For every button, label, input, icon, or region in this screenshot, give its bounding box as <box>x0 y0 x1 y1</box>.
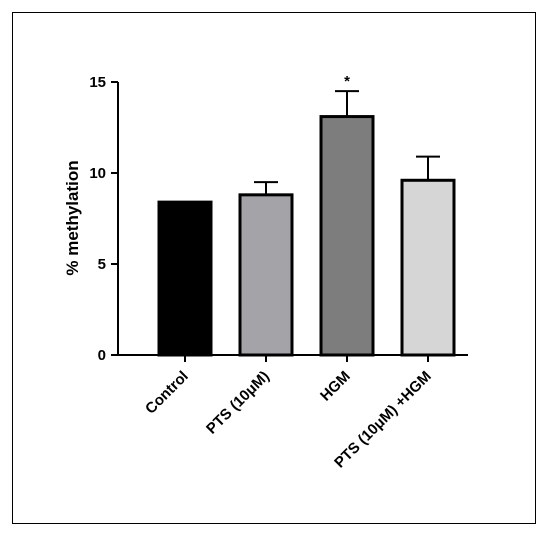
bar <box>400 178 456 357</box>
y-tick-label: 10 <box>89 165 106 182</box>
bar <box>319 115 375 357</box>
error-bars-group <box>254 90 440 195</box>
y-tick-label: 15 <box>89 74 106 91</box>
bars-group <box>157 115 456 357</box>
x-tick-label: PTS (10μM) <box>203 368 273 438</box>
y-tick-label: 5 <box>98 256 106 273</box>
x-tick-label: Control <box>142 368 192 418</box>
y-axis-title: % methylation <box>63 160 82 275</box>
y-tick-label: 0 <box>98 347 106 364</box>
significance-marker: * <box>344 73 350 90</box>
bar <box>157 200 213 357</box>
bar <box>238 193 294 357</box>
x-tick-label: HGM <box>317 368 354 405</box>
